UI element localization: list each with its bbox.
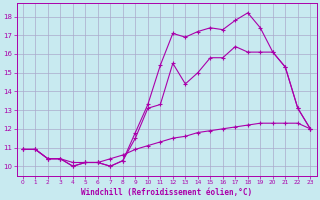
- X-axis label: Windchill (Refroidissement éolien,°C): Windchill (Refroidissement éolien,°C): [81, 188, 252, 197]
